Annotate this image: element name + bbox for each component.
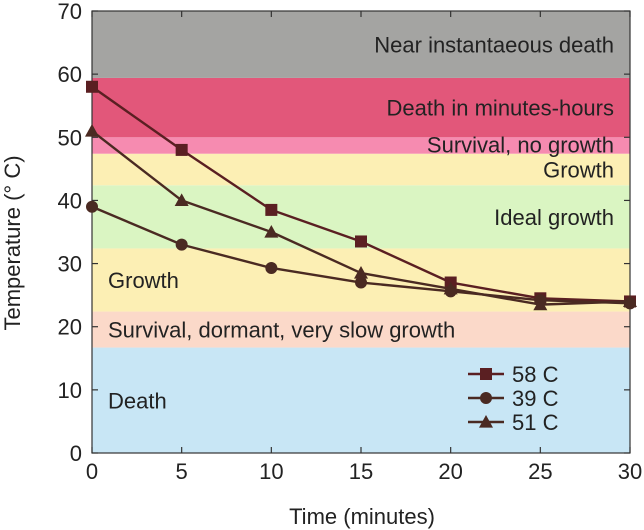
legend-item: 58 C (468, 362, 559, 387)
band-label-4: Growth (543, 157, 614, 182)
y-tick-label: 30 (58, 252, 82, 277)
legend-item: 39 C (468, 386, 559, 411)
band-7 (92, 11, 630, 78)
band-label-5: Survival, no growth (427, 132, 614, 157)
x-tick-label: 25 (528, 459, 552, 484)
y-tick-label: 50 (58, 125, 82, 150)
y-tick-label: 10 (58, 378, 82, 403)
data-point (175, 143, 188, 156)
band-label-3: Ideal growth (494, 205, 614, 230)
legend: 58 C39 C51 C (468, 362, 559, 435)
y-tick-label: 70 (58, 0, 82, 24)
band-label-6: Death in minutes-hours (387, 96, 614, 121)
y-axis-label: Temperature (° C) (0, 155, 25, 330)
legend-label: 51 C (512, 410, 559, 435)
legend-item: 51 C (468, 410, 559, 435)
data-point (264, 225, 279, 238)
data-point (355, 235, 367, 248)
x-tick-label: 5 (176, 459, 188, 484)
band-5 (92, 137, 630, 154)
band-6 (92, 77, 630, 138)
x-tick-label: 10 (259, 459, 283, 484)
legend-marker (479, 415, 493, 428)
background-bands (92, 11, 630, 453)
y-tick-label: 20 (58, 315, 82, 340)
data-point (443, 281, 458, 295)
band-label-1: Survival, dormant, very slow growth (108, 318, 455, 343)
data-point (85, 123, 99, 137)
legend-marker (480, 392, 492, 404)
data-point (174, 193, 189, 207)
x-tick-label: 20 (438, 459, 462, 484)
data-point (354, 266, 368, 279)
data-point (355, 276, 367, 289)
legend-marker (480, 368, 492, 380)
x-tick-label: 30 (618, 459, 642, 484)
data-series (85, 80, 637, 311)
y-tick-label: 0 (70, 441, 82, 466)
data-point (175, 238, 188, 251)
data-point (86, 80, 98, 93)
legend-label: 39 C (512, 386, 559, 411)
band-4 (92, 153, 630, 186)
series-51-c (85, 123, 637, 311)
y-tick-label: 40 (58, 188, 82, 213)
x-tick-label: 15 (349, 459, 373, 484)
x-tick-label: 0 (86, 459, 98, 484)
data-point (265, 203, 278, 216)
data-point (533, 297, 548, 311)
x-axis-label: Time (minutes) (289, 504, 435, 529)
data-point (265, 261, 278, 274)
data-point (623, 294, 637, 308)
band-label-0: Death (108, 388, 167, 413)
band-0 (92, 347, 630, 453)
band-labels: Death Survival, dormant, very slow growth… (108, 32, 614, 413)
y-tick-label: 60 (58, 62, 82, 87)
band-label-2: Growth (108, 268, 179, 293)
axes: 0 10 20 30 40 50 60 70 0 5 10 15 20 25 30 (58, 0, 643, 484)
band-label-7: Near instantaeous death (374, 32, 614, 57)
legend-label: 58 C (512, 362, 559, 387)
data-point (86, 200, 98, 213)
band-1 (92, 311, 630, 348)
